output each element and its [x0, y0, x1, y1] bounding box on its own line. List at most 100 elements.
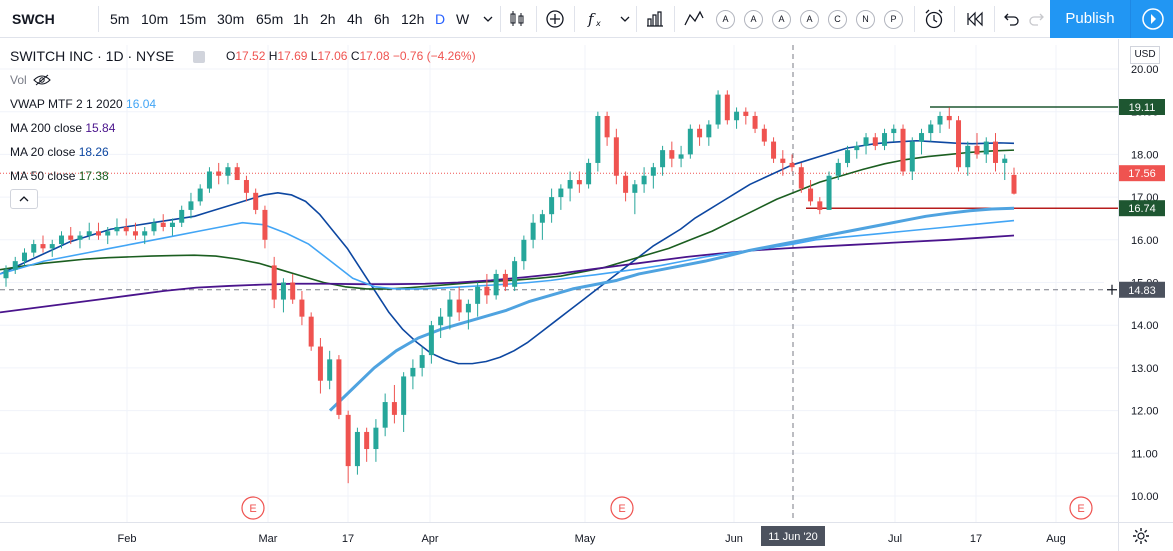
- price-label: 19.11: [1129, 102, 1156, 114]
- indicator-name: VWAP MTF 2 1 2020: [10, 97, 127, 111]
- candles-icon[interactable]: [506, 0, 528, 38]
- alert-badge[interactable]: A: [800, 10, 819, 29]
- candle-body: [428, 325, 434, 356]
- candle-body: [475, 286, 481, 304]
- price-tick: 18.00: [1131, 149, 1159, 161]
- compare-icon[interactable]: [544, 0, 566, 38]
- redo-icon[interactable]: [1026, 0, 1048, 38]
- publish-button[interactable]: Publish: [1050, 0, 1130, 38]
- candle-body: [771, 141, 777, 159]
- svg-text:f: f: [587, 10, 596, 28]
- divider: [574, 6, 575, 32]
- divider: [954, 6, 955, 32]
- volume-row: Vol: [10, 73, 51, 87]
- candle-body: [983, 141, 989, 155]
- indicator-row[interactable]: MA 20 close 18.26: [10, 145, 109, 159]
- eye-hidden-icon[interactable]: [33, 74, 51, 86]
- rewind-icon[interactable]: [964, 0, 986, 38]
- candle-body: [669, 150, 675, 159]
- symbol-search[interactable]: SWCH: [12, 11, 55, 27]
- alert-badge[interactable]: A: [744, 10, 763, 29]
- crosshair-plus-icon: [1104, 281, 1120, 298]
- candle-body: [993, 141, 999, 163]
- interval-30m[interactable]: 30m: [217, 11, 245, 27]
- candle-body: [789, 162, 795, 168]
- interval-12h[interactable]: 12h: [401, 11, 425, 27]
- candle-body: [928, 124, 934, 134]
- interval-15m[interactable]: 15m: [179, 11, 207, 27]
- earnings-label: E: [1077, 503, 1084, 515]
- price-chart[interactable]: EEE 10.0011.0012.0013.0014.0015.0016.001…: [0, 39, 1173, 551]
- time-tick: Mar: [259, 533, 278, 545]
- price-tick: 11.00: [1131, 448, 1158, 460]
- crosshair-plus-mark: [1107, 284, 1117, 295]
- price-label-bg: [1119, 165, 1165, 182]
- indicator-value: 18.26: [78, 145, 109, 159]
- undo-icon[interactable]: [1000, 0, 1022, 38]
- replay-alarm-icon[interactable]: [922, 0, 946, 38]
- financials-icon[interactable]: [644, 0, 666, 38]
- currency-badge[interactable]: USD: [1130, 46, 1160, 64]
- earnings-marker: [610, 496, 634, 520]
- publish-menu-button[interactable]: [1130, 0, 1173, 38]
- candle-body: [780, 158, 786, 163]
- indicator-row[interactable]: VWAP MTF 2 1 2020 16.04: [10, 97, 156, 111]
- candle-body: [909, 141, 915, 172]
- interval-65m[interactable]: 65m: [256, 11, 284, 27]
- candle-body: [521, 239, 527, 262]
- indicator-row[interactable]: MA 50 close 17.38: [10, 169, 109, 183]
- candle-body: [484, 286, 490, 296]
- alert-badge[interactable]: C: [828, 10, 847, 29]
- candle-body: [595, 115, 601, 163]
- interval-2h[interactable]: 2h: [320, 11, 336, 27]
- price-axis: 10.0011.0012.0013.0014.0015.0016.0017.00…: [1119, 64, 1165, 503]
- time-tick: Jun: [725, 533, 743, 545]
- candle-body: [280, 282, 286, 300]
- candle-body: [549, 197, 555, 215]
- crosshair-date-bg: [761, 526, 825, 546]
- candle-body: [234, 167, 240, 181]
- alert-badge[interactable]: A: [716, 10, 735, 29]
- candle-body: [123, 226, 129, 232]
- close-label: C: [350, 49, 360, 63]
- candle-body: [95, 231, 101, 236]
- alert-badge[interactable]: P: [884, 10, 903, 29]
- candle-body: [86, 231, 92, 236]
- candle-body: [336, 359, 342, 415]
- alert-badge[interactable]: A: [772, 10, 791, 29]
- volume-label: Vol: [10, 73, 27, 87]
- candle-body: [271, 265, 277, 300]
- interval-5m[interactable]: 5m: [110, 11, 130, 27]
- interval-W[interactable]: W: [456, 11, 470, 27]
- earnings-label: E: [249, 503, 256, 515]
- alerts-chart-icon[interactable]: [682, 0, 706, 38]
- open-value: 17.52: [235, 49, 266, 63]
- chevron-down-icon[interactable]: [618, 0, 632, 38]
- indicator-row[interactable]: MA 200 close 15.84: [10, 121, 115, 135]
- candle-body: [817, 201, 823, 210]
- candle-body: [206, 171, 212, 189]
- interval-6h[interactable]: 6h: [374, 11, 390, 27]
- interval-10m[interactable]: 10m: [141, 11, 169, 27]
- crosshair: [792, 45, 1120, 522]
- candle-body: [734, 111, 740, 121]
- candle-body: [58, 235, 64, 245]
- earnings-marker: [241, 496, 265, 520]
- candle-body: [678, 154, 684, 159]
- interval-D[interactable]: D: [435, 11, 446, 27]
- interval-4h[interactable]: 4h: [347, 11, 363, 27]
- candle-body: [317, 346, 323, 381]
- candle-body: [1011, 174, 1017, 194]
- candle-body: [456, 299, 462, 313]
- alert-badge[interactable]: N: [856, 10, 875, 29]
- indicator-value: 17.38: [78, 169, 109, 183]
- interval-1h[interactable]: 1h: [293, 11, 309, 27]
- legend-menu-icon[interactable]: [193, 51, 205, 63]
- chevron-down-icon[interactable]: [480, 0, 496, 38]
- candle-body: [373, 427, 379, 450]
- gear-icon[interactable]: [1132, 527, 1152, 547]
- collapse-legend-button[interactable]: [10, 189, 38, 209]
- candle-body: [438, 316, 444, 326]
